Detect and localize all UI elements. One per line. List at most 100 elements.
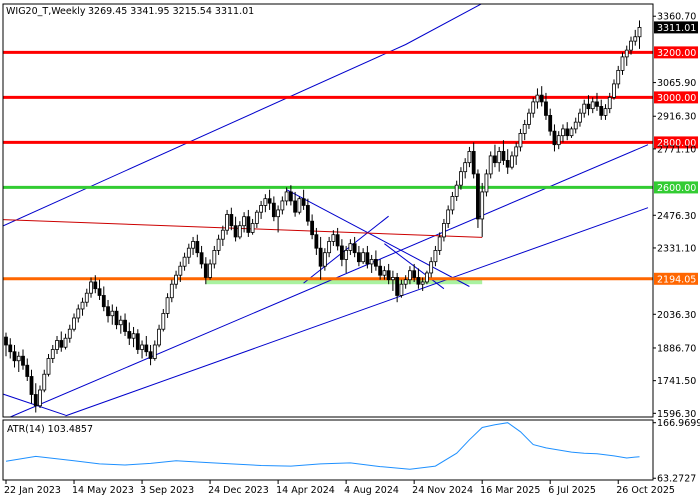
candle-18 <box>76 304 81 323</box>
candle-body-up <box>67 328 72 339</box>
candle-body-down <box>114 310 119 326</box>
price-tick-label: 2916.30 <box>657 112 696 123</box>
candle-80 <box>339 239 344 267</box>
candle-body-down <box>233 225 238 238</box>
candle-body-up <box>556 135 561 146</box>
candle-43 <box>182 252 187 271</box>
candle-117 <box>497 146 502 172</box>
candle-body-up <box>280 200 285 211</box>
time-tick-label: 22 Jan 2023 <box>4 485 61 496</box>
candle-body-up <box>161 313 166 330</box>
candle-150 <box>637 20 642 49</box>
candle-body-down <box>195 241 200 254</box>
candle-86 <box>365 245 370 269</box>
main-plot-frame <box>2 3 654 418</box>
candle-1 <box>4 332 8 357</box>
candle-4 <box>16 351 21 372</box>
candle-55 <box>233 216 238 242</box>
candle-25 <box>106 299 110 323</box>
candle-49 <box>208 259 212 280</box>
price-tick-label: 1596.30 <box>657 409 696 420</box>
candle-76 <box>322 248 327 271</box>
candle-body-up <box>437 236 442 251</box>
candle-124 <box>527 108 531 129</box>
candle-body-up <box>446 209 451 224</box>
candle-90 <box>382 266 387 280</box>
candle-body-down <box>148 351 153 359</box>
candle-46 <box>195 234 200 258</box>
candle-body-up <box>488 155 493 175</box>
candle-body-up <box>169 283 174 299</box>
candle-147 <box>624 45 629 66</box>
ohlc-readout: 3269.45 3341.95 3215.54 3311.01 <box>88 6 254 17</box>
candle-body-down <box>352 243 357 254</box>
candle-116 <box>493 144 497 168</box>
candle-71 <box>301 189 306 210</box>
candle-body-down <box>144 344 149 353</box>
candle-body-down <box>101 295 106 308</box>
candle-body-up <box>263 198 268 206</box>
candle-123 <box>522 119 527 141</box>
candle-85 <box>361 248 366 264</box>
time-tick-label: 3 Sep 2023 <box>140 485 194 496</box>
candle-body-up <box>157 328 161 346</box>
candle-115 <box>488 151 493 179</box>
candle-body-up <box>369 259 374 265</box>
candle-99 <box>420 277 425 291</box>
candle-body-up <box>186 247 191 258</box>
time-tick-label: 16 Mar 2025 <box>480 485 540 496</box>
candle-body-down <box>471 151 476 175</box>
candle-body-down <box>339 245 344 260</box>
candle-21 <box>89 277 93 298</box>
candle-body-up <box>110 310 115 317</box>
candle-82 <box>348 239 353 255</box>
candle-body-down <box>365 252 370 265</box>
candle-105 <box>446 205 451 228</box>
price-tick-label: 2036.30 <box>657 310 696 321</box>
candle-81 <box>344 245 349 273</box>
candle-body-down <box>544 101 548 116</box>
candle-body-down <box>199 252 204 265</box>
candle-body-down <box>378 265 383 276</box>
candle-body-up <box>89 281 93 294</box>
time-axis: 22 Jan 2023 14 May 2023 3 Sep 2023 24 Dec 2… <box>4 480 675 496</box>
candle-body-down <box>552 130 557 146</box>
candle-103 <box>437 232 442 255</box>
candle-body-up <box>250 223 255 233</box>
candle-body-down <box>4 336 8 346</box>
candle-body-up <box>216 238 221 251</box>
candle-131 <box>556 131 561 150</box>
candle-body-down <box>586 103 591 110</box>
candle-107 <box>454 180 459 201</box>
candle-149 <box>633 29 638 46</box>
level-label-2600-00: 2600.00 <box>657 183 696 194</box>
candle-body-up <box>348 243 353 251</box>
candle-104 <box>442 218 446 242</box>
candle-body-down <box>305 205 310 222</box>
candle-135 <box>573 117 578 134</box>
candle-body-down <box>539 94 544 103</box>
candle-91 <box>386 263 391 285</box>
candle-3 <box>12 344 17 368</box>
candle-14 <box>59 331 64 352</box>
candle-body-up <box>569 128 574 137</box>
candle-83 <box>352 236 357 258</box>
candle-36 <box>152 340 157 361</box>
candle-body-up <box>633 36 638 42</box>
candle-140 <box>595 92 599 111</box>
candle-88 <box>373 250 378 271</box>
candle-74 <box>314 227 319 255</box>
candle-body-down <box>412 270 417 278</box>
price-tick-label: 2476.30 <box>657 211 696 222</box>
candle-127 <box>539 86 544 107</box>
candle-body-down <box>97 288 102 296</box>
candle-72 <box>305 198 310 226</box>
candle-body-down <box>246 216 251 233</box>
candle-45 <box>191 236 195 255</box>
candle-19 <box>80 297 85 316</box>
price-tick-label: 3065.90 <box>657 78 696 89</box>
candle-body-up <box>50 349 55 359</box>
level-tag-3200-00 <box>654 46 698 59</box>
candle-11 <box>46 353 51 377</box>
candle-48 <box>203 257 208 285</box>
